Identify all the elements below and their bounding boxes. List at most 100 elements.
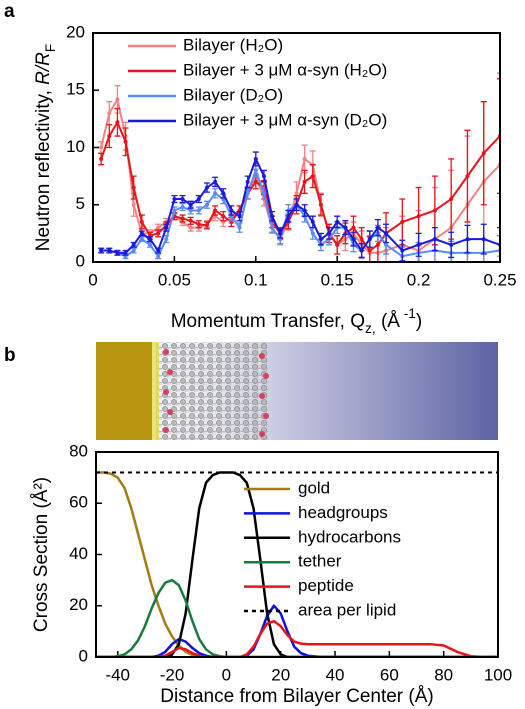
data-point [310, 219, 315, 224]
error-bar [497, 235, 500, 262]
data-point [245, 179, 250, 184]
x-axis-label: Momentum Transfer, Qz, (Å -1) [171, 306, 423, 336]
y-axis-label-part: F [43, 44, 58, 52]
data-point [115, 120, 120, 125]
y-axis-label-part: R/R [33, 52, 54, 85]
x-tick-label: 0.05 [158, 270, 191, 289]
data-point [318, 237, 323, 242]
data-point [204, 223, 209, 228]
series-line [96, 471, 498, 657]
data-point [99, 145, 104, 150]
data-point [384, 242, 389, 247]
legend-label: Bilayer + 3 μM α-syn (D₂O) [183, 110, 387, 129]
x-axis-label: Distance from Bilayer Center (Å) [160, 686, 433, 707]
data-point [180, 216, 185, 221]
data-point [400, 219, 405, 224]
data-point [139, 231, 144, 236]
series [98, 151, 500, 262]
data-point [237, 225, 242, 230]
membrane-illustration [96, 342, 498, 440]
x-tick-label: 0.25 [483, 270, 516, 289]
data-point [432, 208, 437, 213]
y-tick-label: 40 [69, 544, 88, 563]
legend: gold headgroups hydrocarbons tether peptide a… [244, 478, 401, 619]
gold-layer [96, 342, 152, 440]
series-line [100, 121, 500, 252]
data-point [115, 97, 120, 102]
data-point [286, 214, 291, 219]
data-point [375, 242, 380, 247]
data-point [302, 208, 307, 213]
data-point [172, 197, 177, 202]
data-point [213, 191, 218, 196]
data-point [156, 231, 161, 236]
data-point [416, 214, 421, 219]
legend-label: tether [298, 552, 342, 571]
y-tick-label: 20 [69, 595, 88, 614]
x-tick-label: 40 [326, 665, 345, 684]
data-point [253, 179, 258, 184]
series [96, 471, 498, 657]
data-point [351, 225, 356, 230]
data-point [302, 179, 307, 184]
x-tick-label: 100 [484, 665, 512, 684]
data-point [229, 208, 234, 213]
x-tick-label: 20 [271, 665, 290, 684]
legend-label: peptide [298, 576, 354, 595]
data-point [294, 202, 299, 207]
x-tick-label: 0.2 [407, 270, 431, 289]
legend-label: hydrocarbons [298, 527, 401, 546]
data-point [196, 222, 201, 227]
data-point [278, 231, 283, 236]
data-point [237, 214, 242, 219]
data-point [204, 202, 209, 207]
y-tick-label: 15 [66, 80, 85, 99]
data-point [139, 219, 144, 224]
data-point [359, 248, 364, 253]
legend: Bilayer (H₂O) Bilayer + 3 μM α-syn (H₂O) B… [128, 35, 387, 129]
data-point [107, 111, 112, 116]
data-point [156, 248, 161, 253]
data-point [147, 242, 152, 247]
x-tick-label: 80 [434, 665, 453, 684]
data-point [131, 202, 136, 207]
data-point [180, 205, 185, 210]
data-point [318, 202, 323, 207]
data-point [164, 237, 169, 242]
data-point [139, 237, 144, 242]
y-axis-label: Cross Section (Å²) [31, 477, 52, 632]
data-point [253, 168, 258, 173]
data-point [245, 191, 250, 196]
panel: a 0 0.05 0.1 0.15 0.2 0.25 0 5 10 15 20 Momentum Tra… [4, 1, 517, 336]
plot-area [98, 72, 500, 262]
legend-label: Bilayer (H₂O) [183, 35, 283, 54]
data-point [270, 225, 275, 230]
data-point [367, 237, 372, 242]
data-point [196, 197, 201, 202]
legend-label: headgroups [298, 503, 388, 522]
x-tick-label: 0.1 [244, 270, 268, 289]
data-point [180, 197, 185, 202]
data-point [196, 208, 201, 213]
y-axis-label: Neutron reflectivity, R/RF [33, 44, 58, 252]
series [96, 578, 498, 657]
y-tick-label: 0 [79, 646, 88, 665]
x-axis-label-part: ) [416, 311, 422, 332]
series-line [96, 604, 498, 657]
data-point [213, 208, 218, 213]
legend-label: Bilayer + 3 μM α-syn (H₂O) [183, 60, 387, 79]
data-point [481, 151, 486, 156]
y-tick-label: 20 [66, 22, 85, 41]
y-tick-label: 5 [76, 194, 85, 213]
x-axis-label-part: Momentum Transfer, Q [171, 311, 365, 332]
legend-label: area per lipid [298, 600, 396, 619]
series [98, 78, 500, 262]
plot-area [96, 471, 498, 657]
data-point [261, 191, 266, 196]
data-point [156, 225, 161, 230]
legend-label: Bilayer (D₂O) [183, 85, 283, 104]
series-line [96, 471, 498, 657]
data-point [351, 237, 356, 242]
